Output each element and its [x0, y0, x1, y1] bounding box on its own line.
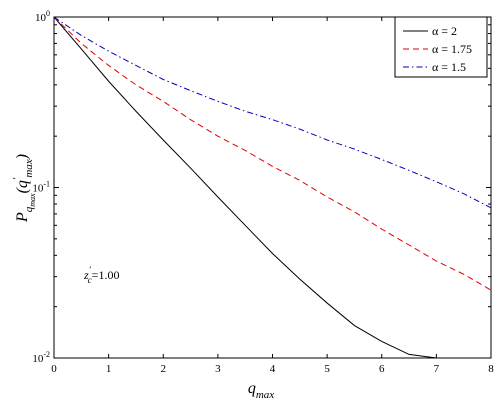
y-axis-label-subsub: max — [28, 193, 37, 207]
svg-text:Pqmax(q′max): Pqmax(q′max) — [11, 154, 37, 223]
x-tick-label-6: 6 — [379, 363, 385, 375]
annotation-value: =1.00 — [92, 268, 120, 282]
x-axis-label: qmax — [248, 380, 274, 401]
x-axis-label-main: q — [248, 380, 256, 397]
x-axis-label-sub: max — [256, 389, 274, 401]
x-tick-label-8: 8 — [488, 363, 494, 375]
annotation-prime: ′ — [89, 265, 92, 275]
x-tick-label-5: 5 — [324, 363, 330, 375]
series-line-1 — [53, 16, 492, 291]
x-tick-label-0: 0 — [51, 363, 57, 375]
x-tick-label-2: 2 — [161, 363, 167, 375]
annotation-zc: z′ c=1.00 — [83, 265, 119, 285]
y-axis-label-sub: q — [23, 206, 35, 212]
legend-label-2: α = 1.5 — [432, 60, 466, 74]
y-axis-label-arg-sub: max — [23, 159, 35, 177]
series-line-0 — [53, 16, 437, 359]
y-axis-label-arg-open: (q — [14, 180, 31, 193]
legend-label-0: α = 2 — [432, 24, 457, 38]
legend-label-1: α = 1.75 — [432, 42, 472, 56]
y-tick-label-2: 100 — [35, 9, 50, 24]
y-tick-label-1: 10-1 — [32, 180, 50, 195]
axis-ticks: 0 1 2 3 4 5 6 7 8 10-2 10-1 100 — [32, 9, 494, 375]
y-axis-label: Pqmax(q′max) — [11, 154, 37, 223]
x-tick-label-3: 3 — [215, 363, 221, 375]
y-axis-label-main: P — [14, 212, 31, 223]
x-tick-label-7: 7 — [434, 363, 440, 375]
annotation-sub: c — [88, 275, 92, 285]
y-axis-label-arg-close: ) — [14, 154, 31, 160]
y-tick-label-0: 10-2 — [32, 350, 50, 365]
y-axis-label-arg-prime: ′ — [11, 177, 23, 180]
legend: α = 2 α = 1.75 α = 1.5 — [394, 16, 488, 78]
legend-box — [394, 16, 488, 78]
x-tick-label-1: 1 — [106, 363, 112, 375]
plot-area — [53, 16, 492, 359]
series-line-2 — [53, 16, 492, 209]
x-tick-label-4: 4 — [270, 363, 276, 375]
annotation-main: z — [83, 268, 89, 282]
